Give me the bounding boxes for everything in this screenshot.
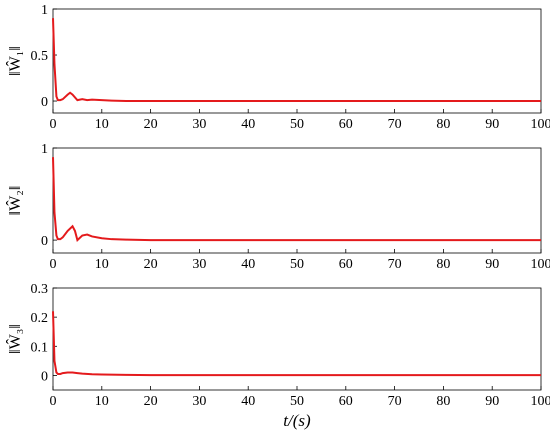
x-tick-label: 50 — [290, 394, 304, 409]
x-tick-label: 70 — [388, 117, 402, 132]
x-tick-label: 20 — [144, 394, 158, 409]
axes-box — [53, 148, 541, 253]
x-tick-label: 10 — [95, 257, 109, 272]
x-tick-label: 30 — [192, 117, 206, 132]
x-tick-label: 10 — [95, 394, 109, 409]
x-tick-label: 40 — [241, 394, 255, 409]
x-tick-label: 0 — [50, 257, 57, 272]
y-axis-label: ‖Ŵ₂‖ — [5, 186, 24, 216]
x-tick-label: 100 — [531, 257, 550, 272]
x-tick-label: 0 — [50, 117, 57, 132]
line — [53, 18, 541, 101]
y-tick-label: 0.1 — [31, 340, 49, 355]
x-tick-label: 80 — [436, 257, 450, 272]
y-tick-label: 0 — [41, 95, 48, 110]
y-tick-label: 1 — [41, 3, 48, 18]
x-tick-label: 90 — [485, 394, 499, 409]
axes-box — [53, 9, 541, 113]
x-tick-label: 100 — [531, 394, 550, 409]
y-tick-label: 1 — [41, 142, 48, 157]
x-tick-label: 20 — [144, 117, 158, 132]
x-tick-label: 70 — [388, 257, 402, 272]
line — [53, 311, 541, 375]
y-tick-label: 0.5 — [31, 49, 49, 64]
x-tick-label: 80 — [436, 117, 450, 132]
x-tick-label: 0 — [50, 394, 57, 409]
x-tick-label: 20 — [144, 257, 158, 272]
line — [53, 157, 541, 240]
y-tick-label: 0 — [41, 369, 48, 384]
y-tick-label: 0.2 — [31, 311, 49, 326]
x-tick-label: 40 — [241, 257, 255, 272]
x-tick-label: 40 — [241, 117, 255, 132]
x-tick-label: 60 — [339, 117, 353, 132]
y-tick-label: 0.3 — [31, 282, 49, 297]
x-tick-label: 30 — [192, 394, 206, 409]
x-tick-label: 60 — [339, 257, 353, 272]
x-tick-label: 50 — [290, 117, 304, 132]
x-tick-label: 30 — [192, 257, 206, 272]
x-tick-label: 60 — [339, 394, 353, 409]
x-tick-label: 90 — [485, 117, 499, 132]
x-tick-label: 70 — [388, 394, 402, 409]
y-axis-label: ‖Ŵ₃‖ — [5, 324, 24, 354]
x-tick-label: 80 — [436, 394, 450, 409]
x-tick-label: 90 — [485, 257, 499, 272]
y-axis-label: ‖Ŵ₁‖ — [5, 46, 24, 76]
x-tick-label: 50 — [290, 257, 304, 272]
y-tick-label: 0 — [41, 234, 48, 249]
x-tick-label: 100 — [531, 117, 550, 132]
x-tick-label: 10 — [95, 117, 109, 132]
x-axis-label: t/(s) — [283, 411, 311, 430]
